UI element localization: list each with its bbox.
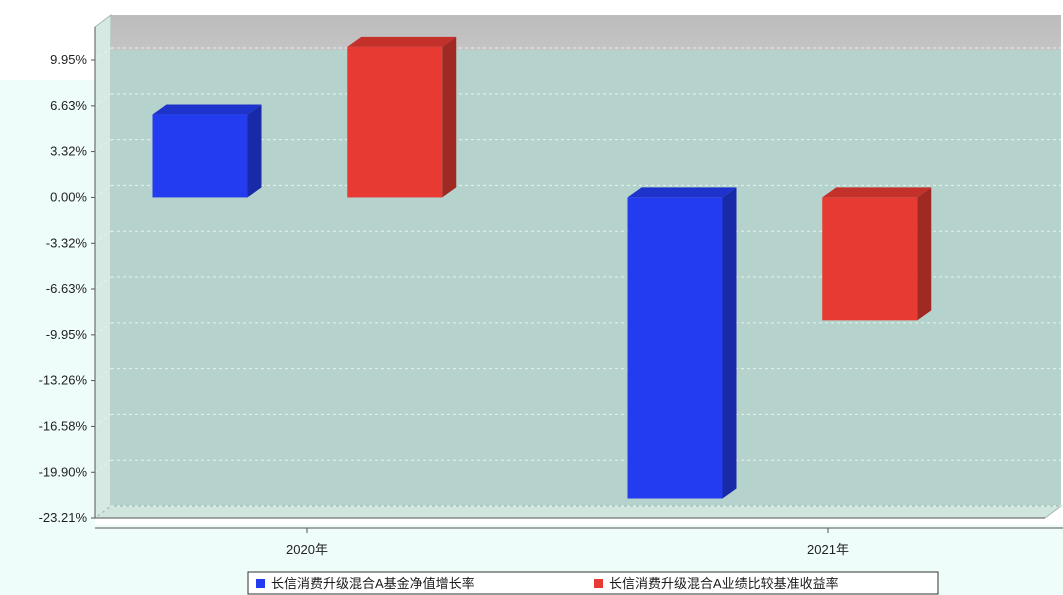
- bar-front: [152, 114, 248, 198]
- x-tick-label: 2020年: [286, 542, 328, 557]
- y-tick-label: 0.00%: [50, 189, 87, 204]
- x-axis-ticks: 2020年 2021年: [286, 528, 849, 557]
- bar-front: [822, 197, 918, 321]
- bar-top: [822, 187, 932, 198]
- y-tick-label: -13.26%: [39, 373, 88, 388]
- bars: [152, 36, 932, 499]
- bar-fund-return-1: [152, 104, 262, 198]
- legend-swatch: [594, 579, 603, 588]
- y-tick-label: 6.63%: [50, 98, 87, 113]
- bar-front: [627, 197, 723, 499]
- legend-label: 长信消费升级混合A业绩比较基准收益率: [609, 576, 839, 591]
- y-tick-label: 9.95%: [50, 52, 87, 67]
- plot-top-band: [111, 15, 1061, 50]
- x-tick-label: 2021年: [807, 542, 849, 557]
- plot-floor: [93, 505, 1063, 519]
- bar-side: [917, 187, 932, 321]
- y-tick-label: -6.63%: [46, 281, 88, 296]
- y-tick-label: 3.32%: [50, 144, 87, 159]
- y-axis-ticks: -23.21% -19.90% -16.58% -13.26% -9.95% -6.63%…: [39, 52, 95, 525]
- legend-label: 长信消费升级混合A基金净值增长率: [271, 576, 475, 591]
- y-tick-label: -16.58%: [39, 418, 88, 433]
- bar-side: [247, 104, 262, 198]
- y-tick-label: -19.90%: [39, 464, 88, 479]
- bar-top: [152, 104, 262, 115]
- left-tint-band: [0, 80, 95, 595]
- plot-frame: [93, 14, 1063, 519]
- bar-benchmark-return-2: [822, 187, 932, 321]
- gridlines: [94, 47, 1061, 519]
- y-tick-label: -9.95%: [46, 327, 88, 342]
- legend-box: [247, 571, 939, 595]
- y-tick-label: -23.21%: [39, 510, 88, 525]
- bar-side: [442, 36, 457, 198]
- y-tick-label: -3.32%: [46, 235, 88, 250]
- bar-top: [627, 187, 737, 198]
- bar-side: [722, 187, 737, 499]
- bar-top: [347, 36, 457, 47]
- plot-left-wall: [94, 14, 112, 519]
- axes: [94, 27, 1063, 529]
- legend-swatch: [256, 579, 265, 588]
- bar-front: [347, 46, 443, 198]
- bar-fund-return-2: [627, 187, 737, 499]
- bar-benchmark-return-1: [347, 36, 457, 198]
- legend: 长信消费升级混合A基金净值增长率 长信消费升级混合A业绩比较基准收益率: [247, 571, 939, 595]
